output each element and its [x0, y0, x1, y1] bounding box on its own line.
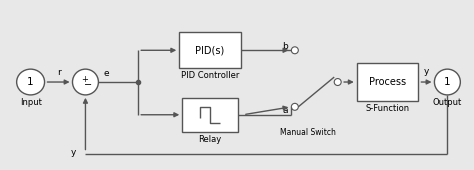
- Text: Manual Switch: Manual Switch: [280, 128, 336, 137]
- Text: 1: 1: [444, 77, 451, 87]
- Text: PID(s): PID(s): [195, 45, 225, 55]
- Circle shape: [292, 47, 298, 54]
- Text: e: e: [104, 69, 109, 78]
- Text: y: y: [71, 148, 76, 157]
- Ellipse shape: [434, 69, 460, 95]
- Text: Output: Output: [433, 98, 462, 107]
- Circle shape: [334, 79, 341, 86]
- Bar: [179, 32, 241, 68]
- Text: −: −: [84, 80, 92, 90]
- Text: a: a: [282, 106, 288, 115]
- Text: Relay: Relay: [199, 135, 222, 144]
- Text: y: y: [424, 67, 429, 76]
- Text: Input: Input: [19, 98, 42, 107]
- Text: r: r: [57, 68, 60, 77]
- Bar: [356, 63, 419, 101]
- Circle shape: [73, 69, 99, 95]
- Text: PID Controller: PID Controller: [181, 71, 239, 80]
- Text: 1: 1: [27, 77, 34, 87]
- Bar: [182, 98, 238, 132]
- Text: +: +: [81, 75, 88, 83]
- Circle shape: [292, 103, 298, 110]
- Text: b: b: [282, 42, 288, 51]
- Text: S-Function: S-Function: [365, 104, 410, 113]
- Ellipse shape: [17, 69, 45, 95]
- Text: Process: Process: [369, 77, 406, 87]
